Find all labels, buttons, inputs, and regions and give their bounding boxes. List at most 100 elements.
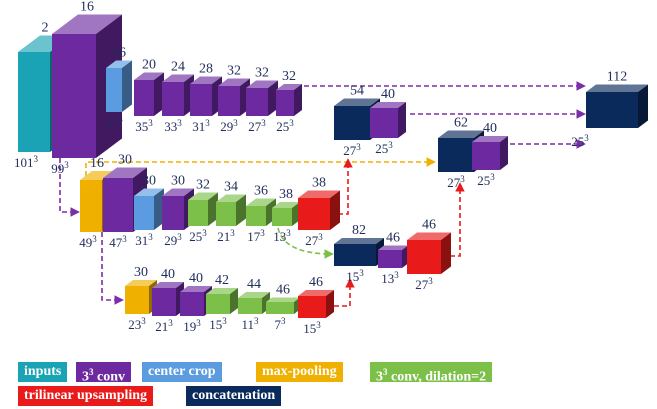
spatial-size-value: 11	[241, 317, 254, 332]
spatial-size-value: 17	[247, 229, 261, 244]
cube-exponent: 3	[286, 228, 291, 238]
block-front-face	[272, 208, 292, 226]
block-front-face	[438, 138, 474, 172]
block-center-crop-t1: 16 373	[105, 46, 132, 130]
spatial-size-label: 133	[381, 270, 399, 286]
block-conv-t3: 24 333	[162, 60, 194, 134]
spatial-size-label: 193	[183, 318, 201, 334]
block-conv-r2: 46 133	[378, 231, 408, 286]
spatial-size-label: 293	[220, 118, 238, 134]
arrow-upsample-right-to-concat-62	[442, 182, 465, 257]
spatial-size-value: 25	[189, 229, 202, 244]
cube-exponent: 3	[118, 114, 123, 124]
block-front-face	[276, 90, 294, 116]
block-concatenation-fo: 112 253	[571, 70, 648, 149]
block-front-face	[238, 298, 262, 314]
spatial-size-value: 99	[51, 161, 64, 176]
block-dilated-conv-b6: 46 73	[266, 283, 300, 332]
spatial-size-value: 49	[79, 235, 92, 250]
spatial-size-label: 233	[128, 316, 146, 332]
block-side-face	[398, 102, 406, 138]
block-top-face	[378, 245, 408, 250]
block-conv-b2: 40 213	[152, 267, 184, 334]
channel-count-label: 16	[90, 156, 104, 171]
block-center-crop-m3: 30 313	[134, 174, 164, 248]
channel-count-label: 32	[282, 69, 296, 84]
block-side-face	[154, 188, 164, 230]
channel-count-label: 30	[134, 265, 148, 280]
block-top-face	[206, 288, 238, 294]
cube-exponent: 3	[177, 232, 182, 242]
spatial-size-label: 253	[571, 133, 589, 149]
spatial-size-value: 27	[248, 119, 262, 134]
block-conv-u2: 40 253	[370, 87, 406, 156]
spatial-size-value: 19	[183, 319, 196, 334]
channel-count-label: 46	[386, 231, 400, 246]
cube-exponent: 3	[289, 118, 294, 128]
block-front-face	[378, 250, 402, 268]
block-dilated-conv-m5: 32 253	[188, 178, 218, 244]
block-side-face	[208, 192, 218, 226]
block-conv-v2: 40 253	[472, 121, 508, 188]
block-conv-c0: 16 99 3	[51, 0, 122, 176]
spatial-size-label: 73	[275, 316, 287, 332]
block-conv-t5: 32 293	[218, 64, 250, 134]
block-upsampling-m9: 38 273	[298, 176, 340, 248]
block-dilated-conv-m7: 36 173	[246, 184, 276, 244]
channel-count-label: 46	[276, 283, 290, 298]
spatial-size-label: 133	[273, 228, 291, 244]
block-top-face	[106, 60, 132, 68]
block-front-face	[134, 80, 154, 116]
block-top-face	[190, 76, 222, 84]
cube-exponent: 3	[233, 118, 238, 128]
channel-count-label: 30	[171, 174, 185, 189]
channel-count-label: 32	[227, 64, 241, 79]
spatial-size-value: 31	[192, 119, 205, 134]
channel-count-label: 46	[422, 218, 436, 233]
block-top-face	[52, 14, 122, 34]
spatial-size-value: 15	[346, 269, 359, 284]
block-conv-t4: 28 313	[190, 62, 222, 134]
block-side-face	[326, 290, 334, 318]
spatial-size-value: 29	[220, 119, 233, 134]
block-front-face	[407, 240, 441, 274]
block-top-face	[246, 80, 278, 88]
block-front-face	[152, 288, 176, 316]
block-side-face	[230, 288, 238, 314]
block-front-face	[334, 106, 370, 140]
spatial-size-label: 313	[135, 232, 153, 248]
block-top-face	[238, 292, 270, 298]
spatial-size-value: 27	[305, 233, 319, 248]
block-top-face	[472, 136, 508, 142]
block-front-face	[162, 82, 184, 116]
spatial-size-label: 273	[343, 142, 361, 158]
block-concatenation-r1: 82 153	[334, 223, 384, 284]
block-top-face	[218, 78, 250, 86]
block-top-face	[266, 297, 300, 302]
channel-count-label: 42	[215, 273, 229, 288]
spatial-size-value: 25	[571, 134, 584, 149]
cube-exponent: 3	[141, 316, 146, 326]
spatial-size-label: 273	[415, 276, 433, 292]
arrow-mid-to-bottom-branch	[101, 232, 124, 305]
cube-exponent: 3	[168, 318, 173, 328]
arrow-upsample-mid-to-concat-54	[330, 158, 353, 215]
block-side-face	[402, 245, 408, 268]
block-front-face	[162, 196, 184, 230]
block-front-face	[188, 200, 208, 226]
block-side-face	[236, 194, 246, 226]
block-front-face	[52, 34, 96, 158]
cube-exponent: 3	[177, 118, 182, 128]
cube-exponent: 3	[428, 276, 433, 286]
channel-count-label: 40	[161, 267, 175, 282]
channel-count-label: 38	[312, 176, 326, 191]
channel-count-label: 24	[171, 60, 185, 75]
channel-count-label: 30	[142, 174, 156, 189]
block-front-face	[246, 88, 268, 116]
channel-count-label: 40	[381, 87, 395, 102]
cube-exponent: 3	[205, 118, 210, 128]
cube-exponent: 3	[230, 228, 235, 238]
spatial-size-value: 15	[303, 321, 316, 336]
channel-count-label: 30	[118, 153, 132, 168]
